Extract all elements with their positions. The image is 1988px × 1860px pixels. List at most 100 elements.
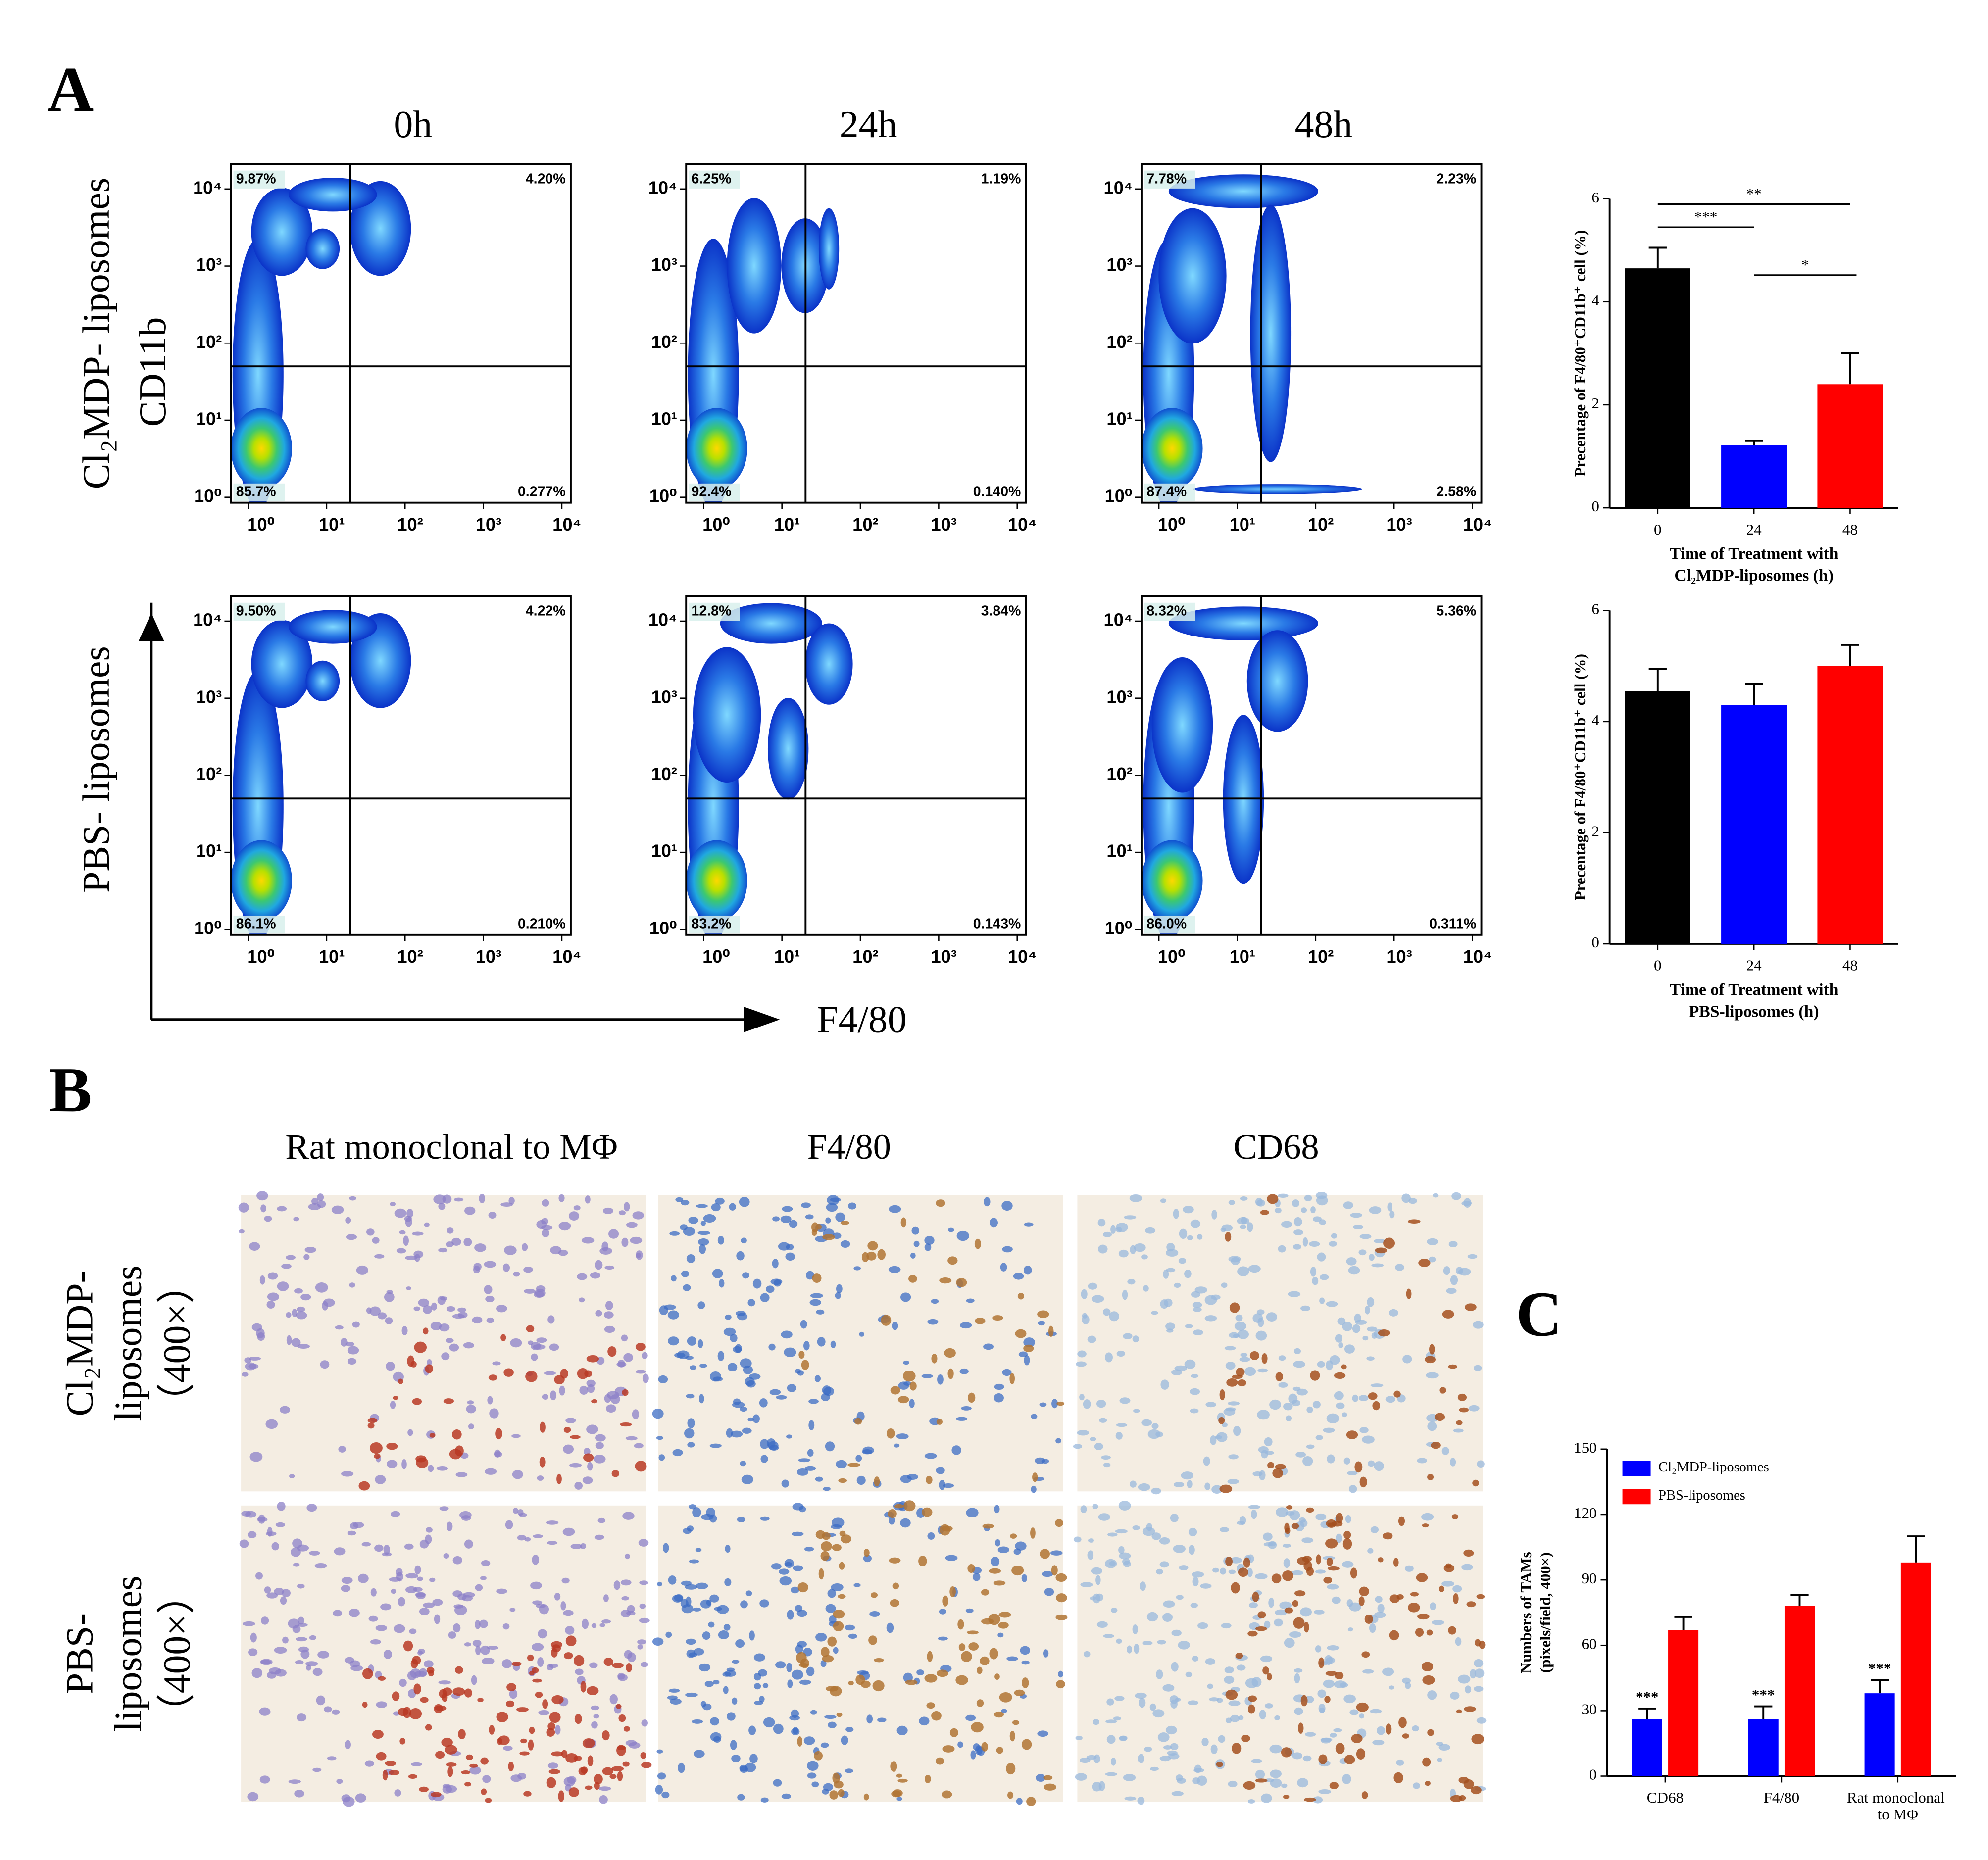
cell [613, 1580, 621, 1590]
cell [1222, 1422, 1228, 1427]
stained-cell [465, 1754, 473, 1761]
cell [792, 1503, 804, 1511]
cell [447, 1227, 454, 1234]
stained-cell [570, 1435, 581, 1439]
stained-cell [1247, 1630, 1258, 1637]
quadrant-percent: 1.19% [981, 171, 1021, 187]
cell [595, 1310, 602, 1317]
stained-cell [583, 1453, 594, 1462]
cell [632, 1211, 644, 1220]
x-tick-label: 10² [397, 514, 423, 535]
cell [1142, 1527, 1155, 1536]
density-region [1246, 630, 1308, 732]
cell [1455, 1637, 1462, 1646]
cell [1350, 1212, 1362, 1218]
cell [1258, 1446, 1269, 1454]
stained-cell [886, 1428, 895, 1439]
cell [1443, 1266, 1450, 1275]
stained-cell [374, 1453, 381, 1459]
stained-cell [1015, 1329, 1027, 1338]
cell [1113, 1716, 1121, 1721]
cell [1247, 1799, 1255, 1804]
cell [779, 1576, 792, 1586]
quadrant-percent: 4.22% [526, 603, 566, 619]
cell [1395, 1264, 1405, 1271]
cell [347, 1530, 356, 1536]
cell [1319, 1297, 1325, 1304]
cell [959, 1368, 969, 1374]
bar [1632, 1719, 1662, 1776]
cell [1237, 1521, 1245, 1525]
cell [710, 1732, 722, 1742]
stained-cell [602, 1767, 613, 1775]
cell [394, 1789, 401, 1797]
stained-cell [1325, 1538, 1338, 1549]
cell [385, 1317, 393, 1324]
quadrant-percent: 0.140% [973, 484, 1021, 499]
stained-cell [1225, 1689, 1238, 1700]
cell [1178, 1258, 1186, 1264]
cell [585, 1195, 591, 1204]
cell [542, 1228, 549, 1237]
cell [1103, 1463, 1111, 1468]
cell [396, 1248, 406, 1254]
density-region [251, 620, 313, 708]
stained-cell [623, 1726, 630, 1732]
stained-cell [1243, 1557, 1250, 1568]
cell [844, 1624, 855, 1631]
stained-cell [1351, 1734, 1363, 1743]
cell [1465, 1685, 1472, 1694]
cell [1315, 1435, 1323, 1440]
cell [601, 1619, 611, 1624]
cell [427, 1359, 432, 1366]
cell [825, 1441, 835, 1452]
stained-cell [1275, 1464, 1286, 1470]
cell [603, 1594, 609, 1602]
cell [487, 1646, 499, 1650]
stained-cell [867, 1241, 878, 1251]
cell [512, 1470, 523, 1479]
cell [689, 1365, 697, 1370]
cell [997, 1546, 1010, 1554]
cell [565, 1626, 575, 1635]
stained-cell [398, 1378, 403, 1384]
cell [1211, 1210, 1217, 1220]
cell [945, 1555, 958, 1561]
cell [517, 1509, 524, 1516]
cell [1058, 1670, 1063, 1678]
quadrant-percent: 0.277% [518, 484, 566, 499]
stained-cell [1396, 1594, 1404, 1600]
stained-cell [1368, 1392, 1378, 1400]
cell [787, 1610, 794, 1620]
cell [1024, 1355, 1030, 1366]
stained-cell [1422, 1675, 1435, 1685]
cell [536, 1337, 547, 1343]
cell [579, 1385, 589, 1395]
stained-cell [967, 1564, 975, 1573]
stained-cell [905, 1679, 918, 1685]
stained-cell [866, 1251, 877, 1261]
stained-cell [578, 1767, 587, 1776]
stained-cell [839, 1530, 846, 1537]
cell [1261, 1793, 1272, 1803]
cell [1284, 1638, 1295, 1648]
cell [855, 1455, 862, 1462]
cell [1274, 1207, 1282, 1214]
stained-cell [999, 1692, 1012, 1703]
cell [989, 1218, 998, 1228]
stained-cell [1344, 1755, 1355, 1764]
cell [704, 1681, 714, 1687]
stained-cell [1375, 1247, 1387, 1254]
cell [349, 1282, 355, 1288]
cell [1234, 1322, 1246, 1331]
cell [437, 1296, 446, 1305]
stained-cell [1359, 1476, 1367, 1488]
quadrant-percent: 86.0% [1146, 916, 1187, 932]
cell [1151, 1487, 1161, 1495]
cell [797, 1641, 807, 1648]
cell [449, 1343, 459, 1352]
cell [1134, 1644, 1140, 1654]
x-tick-label: 10² [1308, 946, 1334, 967]
x-tick-label: 10² [852, 514, 878, 535]
cell [641, 1719, 648, 1727]
